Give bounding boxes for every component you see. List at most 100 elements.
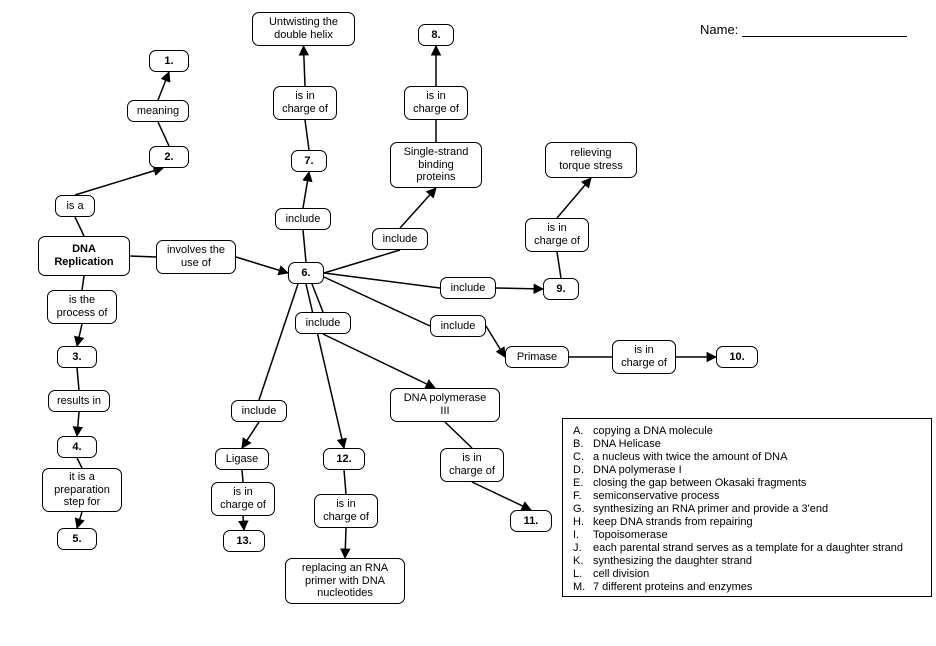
answer-row: K.synthesizing the daughter strand (573, 555, 921, 567)
answer-row: I.Topoisomerase (573, 529, 921, 541)
answer-letter: H. (573, 516, 593, 528)
edge (243, 516, 244, 530)
node-n6: 6. (288, 262, 324, 284)
edge (445, 422, 472, 448)
answer-letter: C. (573, 451, 593, 463)
node-replace: replacing an RNAprimer with DNAnucleotid… (285, 558, 405, 604)
answer-text: closing the gap between Okasaki fragment… (593, 477, 921, 489)
node-primase: Primase (505, 346, 569, 368)
node-prep: it is apreparationstep for (42, 468, 122, 512)
edge (158, 122, 169, 146)
answer-letter: K. (573, 555, 593, 567)
answer-letter: E. (573, 477, 593, 489)
answer-text: cell division (593, 568, 921, 580)
answer-row: E.closing the gap between Okasaki fragme… (573, 477, 921, 489)
answer-letter: M. (573, 581, 593, 593)
node-incB: include (295, 312, 351, 334)
edge (82, 276, 84, 290)
node-inc9: include (440, 277, 496, 299)
answer-row: M.7 different proteins and enzymes (573, 581, 921, 593)
node-n8: 8. (418, 24, 454, 46)
node-results: results in (48, 390, 110, 412)
edge (486, 326, 505, 357)
node-n12: 12. (323, 448, 365, 470)
edge (312, 284, 323, 312)
node-chargeSSB: is incharge of (404, 86, 468, 120)
node-charge12: is incharge of (314, 494, 378, 528)
answer-row: F.semiconservative process (573, 490, 921, 502)
answer-text: semiconservative process (593, 490, 921, 502)
node-chargeP: is incharge of (612, 340, 676, 374)
answer-text: keep DNA strands from repairing (593, 516, 921, 528)
edge (130, 256, 156, 257)
node-torque: relievingtorque stress (545, 142, 637, 178)
name-label: Name: (700, 22, 738, 37)
node-incP: include (430, 315, 486, 337)
answer-row: C.a nucleus with twice the amount of DNA (573, 451, 921, 463)
node-incA: include (275, 208, 331, 230)
answer-row: B.DNA Helicase (573, 438, 921, 450)
answer-letter: L. (573, 568, 593, 580)
answer-text: synthesizing an RNA primer and provide a… (593, 503, 921, 515)
node-charge9: is incharge of (525, 218, 589, 252)
node-dna: DNAReplication (38, 236, 130, 276)
node-ssb: Single-strandbindingproteins (390, 142, 482, 188)
answer-text: Topoisomerase (593, 529, 921, 541)
answer-row: H.keep DNA strands from repairing (573, 516, 921, 528)
edge (324, 250, 400, 273)
node-n2: 2. (149, 146, 189, 168)
edge (323, 334, 435, 388)
edge (77, 412, 79, 436)
node-ligase: Ligase (215, 448, 269, 470)
name-line[interactable] (742, 23, 907, 37)
node-n1: 1. (149, 50, 189, 72)
edge (75, 168, 163, 195)
node-incSSB: include (372, 228, 428, 250)
edge (496, 288, 543, 289)
answer-row: G.synthesizing an RNA primer and provide… (573, 503, 921, 515)
node-dnap3: DNA polymeraseIII (390, 388, 500, 422)
edge (259, 284, 298, 400)
node-incL: include (231, 400, 287, 422)
answer-row: A.copying a DNA molecule (573, 425, 921, 437)
node-involves: involves theuse of (156, 240, 236, 274)
edge (303, 172, 309, 208)
edge (77, 324, 82, 346)
edge (305, 120, 309, 150)
node-n5: 5. (57, 528, 97, 550)
node-untwist: Untwisting thedouble helix (252, 12, 355, 46)
node-n7: 7. (291, 150, 327, 172)
node-isa: is a (55, 195, 95, 217)
node-n4: 4. (57, 436, 97, 458)
edge (158, 72, 169, 100)
answer-letter: A. (573, 425, 593, 437)
edge (75, 217, 84, 236)
node-charge7: is incharge of (273, 86, 337, 120)
edge (344, 470, 346, 494)
answer-row: J.each parental strand serves as a templ… (573, 542, 921, 554)
answer-letter: G. (573, 503, 593, 515)
node-isproc: is theprocess of (47, 290, 117, 324)
answer-text: each parental strand serves as a templat… (593, 542, 921, 554)
node-charge3: is incharge of (440, 448, 504, 482)
answer-letter: D. (573, 464, 593, 476)
node-meaning: meaning (127, 100, 189, 122)
answer-row: L.cell division (573, 568, 921, 580)
edge (303, 230, 306, 262)
node-n10: 10. (716, 346, 758, 368)
answer-letter: B. (573, 438, 593, 450)
name-field[interactable]: Name: (700, 22, 907, 37)
answer-row: D.DNA polymerase I (573, 464, 921, 476)
edge (306, 284, 344, 448)
answer-letter: J. (573, 542, 593, 554)
answer-letter: F. (573, 490, 593, 502)
edge (77, 458, 82, 468)
node-n3: 3. (57, 346, 97, 368)
edge (242, 470, 243, 482)
answer-text: copying a DNA molecule (593, 425, 921, 437)
edge (345, 528, 346, 558)
edge (400, 188, 436, 228)
edge (77, 368, 79, 390)
answer-key: A.copying a DNA moleculeB.DNA HelicaseC.… (562, 418, 932, 597)
edge (236, 257, 288, 273)
